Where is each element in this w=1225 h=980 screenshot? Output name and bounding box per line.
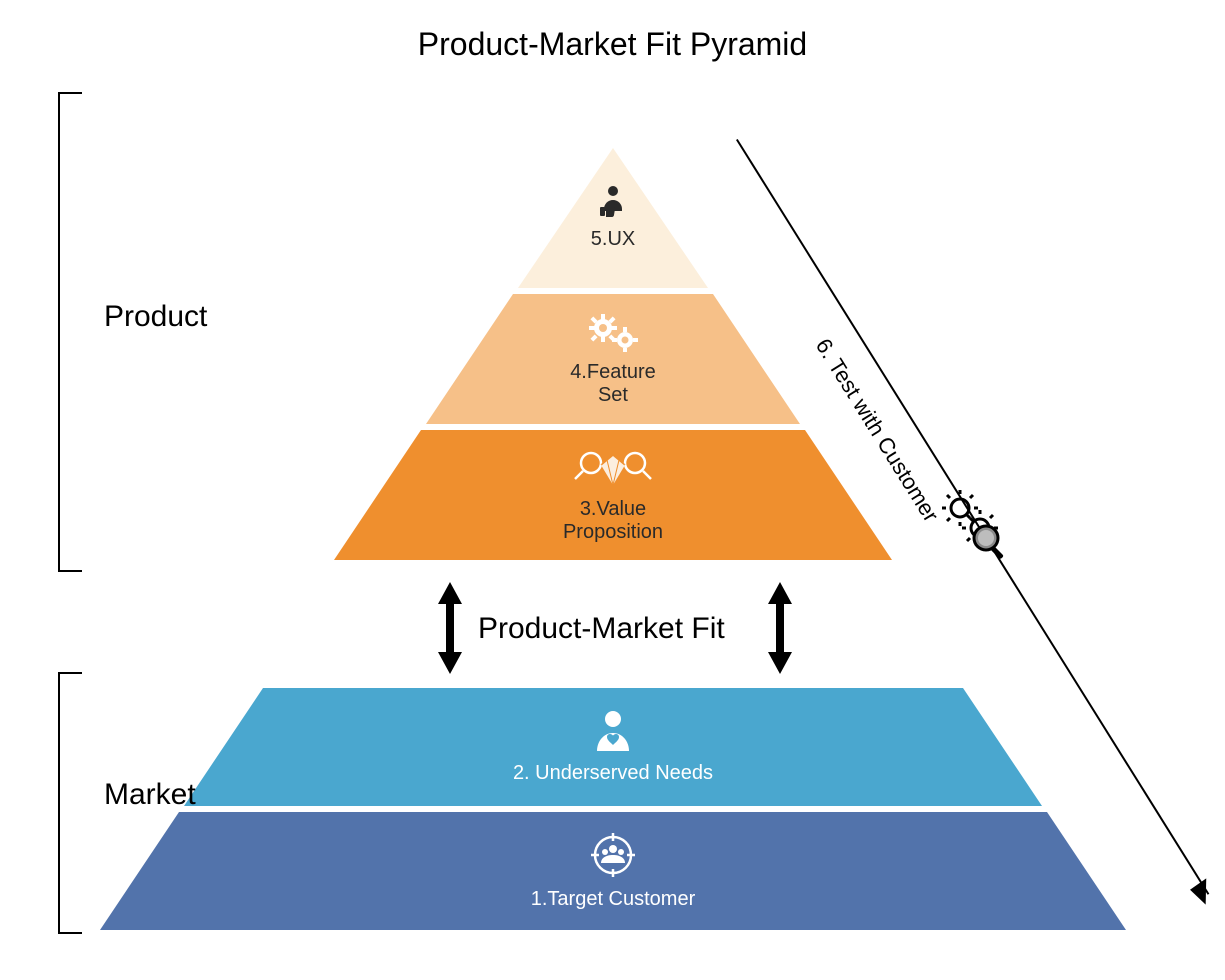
layer-label: 1.Target Customer (531, 888, 696, 911)
double-arrow-left-icon (438, 582, 462, 674)
market-bracket (58, 672, 60, 934)
diamond-search-icon (573, 447, 653, 494)
person-heart-icon (593, 709, 633, 758)
market-label: Market (104, 778, 196, 812)
double-arrow-right-icon (768, 582, 792, 674)
product-label: Product (104, 300, 207, 334)
layer-l5: 5.UX (518, 148, 708, 288)
gears-icon (585, 312, 641, 357)
layer-l3: 3.ValueProposition (334, 430, 892, 560)
layer-l4: 4.FeatureSet (426, 294, 800, 424)
layer-label: 4.FeatureSet (570, 361, 656, 407)
gear-magnifier-icon (938, 488, 1010, 560)
product-market-fit-label: Product-Market Fit (478, 612, 725, 646)
pyramid-stage: 5.UX 4.FeatureSet (0, 0, 1225, 980)
layer-label: 2. Underserved Needs (513, 762, 713, 785)
thumbs-up-person-icon (598, 185, 628, 224)
layer-label: 5.UX (591, 228, 635, 251)
layer-label: 3.ValueProposition (563, 498, 663, 544)
layer-l2: 2. Underserved Needs (184, 688, 1042, 806)
product-bracket (58, 92, 60, 572)
layer-l1: 1.Target Customer (100, 812, 1126, 930)
arrowhead-icon (1186, 874, 1220, 908)
crosshair-people-icon (589, 831, 637, 884)
